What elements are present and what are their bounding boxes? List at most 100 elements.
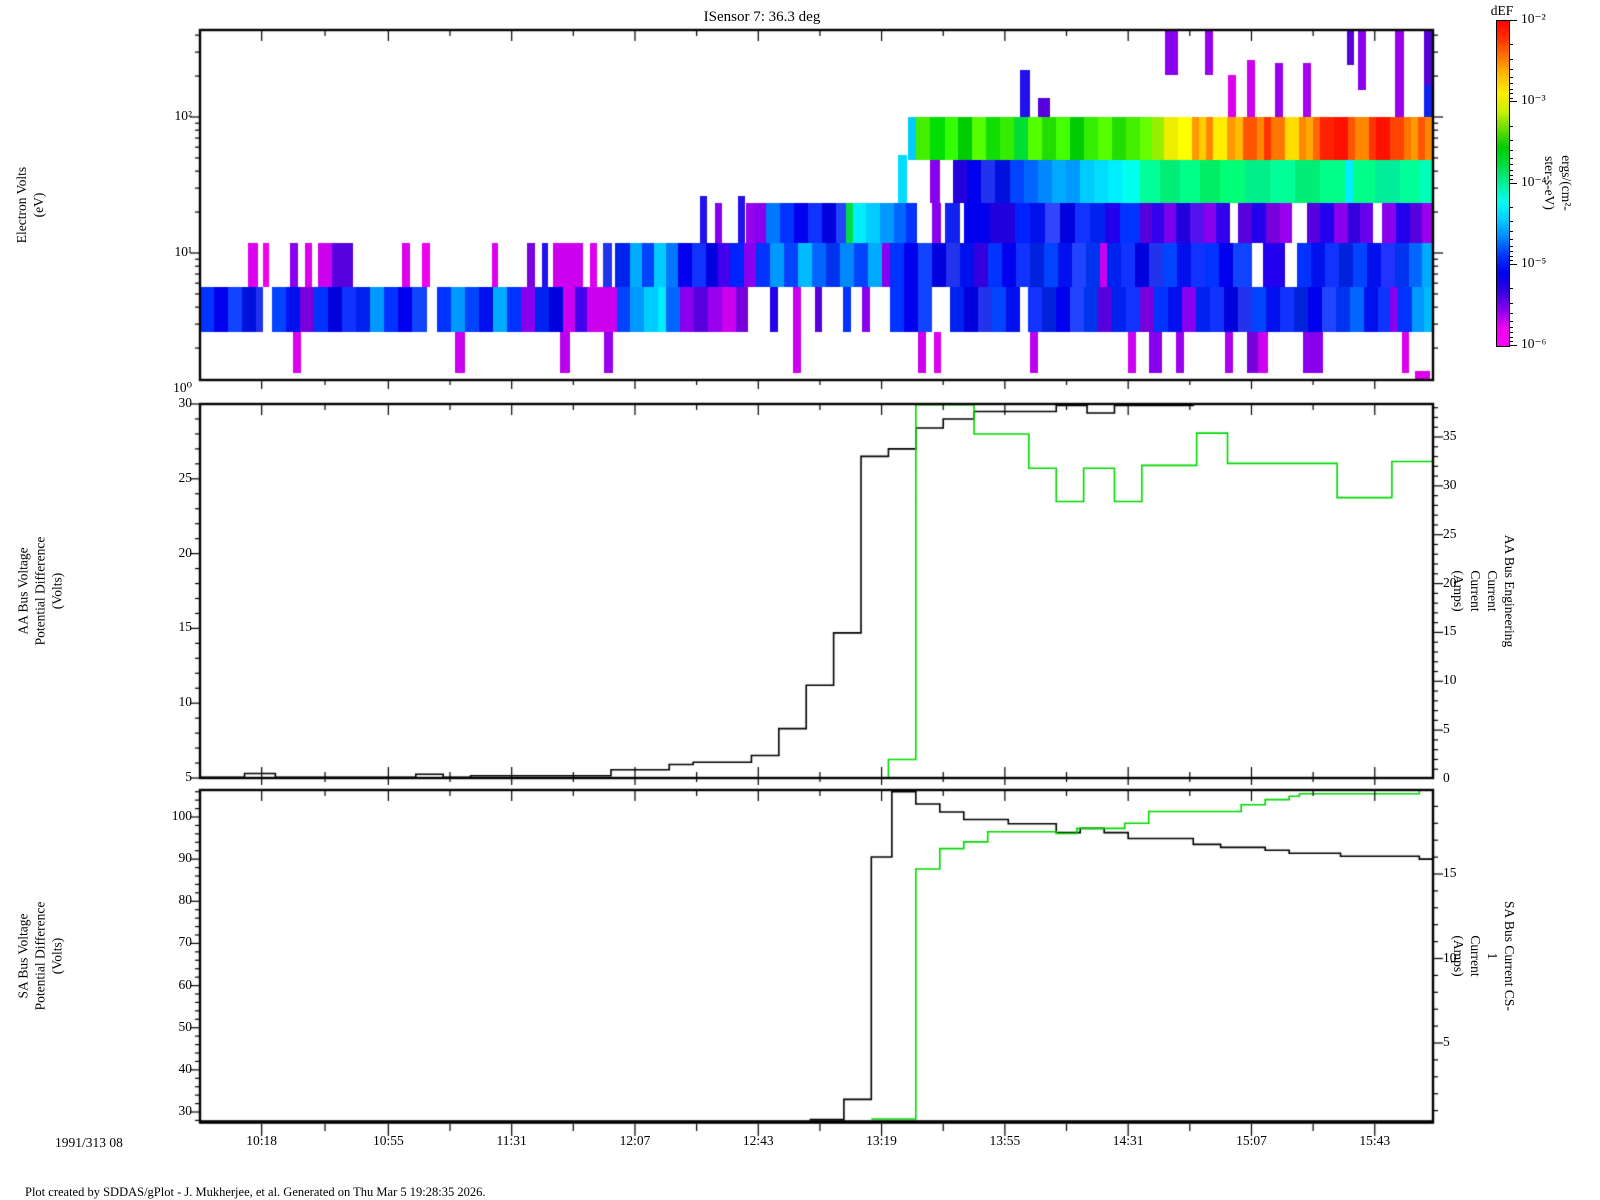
x-tick-label: 11:31 [496,1133,527,1148]
aa-left-tick-label: 5 [185,769,192,784]
spectro-y-tick-label: 10¹ [174,244,192,259]
axis-label-line: SA Bus Voltage [15,913,31,999]
sa-left-tick-label: 100 [171,808,192,823]
colorbar-minor-tick [1509,341,1513,343]
axis-label-line: Electron Volts [14,166,29,244]
axis-label-line: Current [1468,935,1483,977]
x-tick-label: 13:55 [989,1133,1021,1148]
axis-label-line: Current [1468,570,1483,612]
colorbar-tick-label: 10⁻² [1521,11,1546,26]
colorbar-major-tick [1509,263,1517,265]
x-tick-label: 12:43 [742,1133,774,1148]
colorbar-minor-tick [1509,97,1513,99]
sa-right-tick-label: 10 [1443,949,1457,965]
colorbar-minor-tick [1509,88,1513,90]
sa-left-tick-label: 40 [178,1060,193,1076]
axis-label-line: (Volts) [49,572,65,610]
sa-left-axis-label: SA Bus Voltage Potential Difference (Volts… [15,902,66,1011]
colorbar-minor-tick [1509,83,1513,85]
colorbar-minor-tick [1509,221,1513,223]
aa-left-axis-label: AA Bus Voltage Potential Difference (Volts… [15,537,66,646]
colorbar-minor-tick [1509,245,1513,247]
colorbar-minor-tick [1509,125,1513,127]
aa-right-tick-label: 15 [1443,623,1457,639]
axis-label-line: (Volts) [49,937,65,975]
aa-left-tick-label: 30 [178,395,193,410]
axis-label-line: Potential Difference [32,536,48,646]
sa-left-tick-label: 30 [178,1103,193,1118]
x-tick-label: 14:31 [1112,1133,1144,1148]
sa-right-axis-label: SA Bus Current CS-1 Current (Amps) [1450,898,1518,1014]
axis-label-line: Potential Difference [32,901,48,1011]
aa-right-tick-label: 20 [1443,574,1457,590]
colorbar-minor-tick [1509,169,1513,171]
aa-left-tick-label: 15 [178,619,193,635]
aa-left-tick-label: 25 [178,469,193,485]
colorbar-minor-tick [1509,58,1513,60]
aa-left-tick-label: 20 [178,544,193,560]
colorbar-minor-tick [1509,332,1513,334]
spectro-y-tick-label: 10² [174,108,192,123]
aa-left-tick-label: 10 [178,694,193,710]
colorbar-minor-tick [1509,255,1513,257]
x-tick-label: 15:43 [1359,1133,1391,1148]
sa-left-tick-label: 80 [178,892,193,908]
aa-right-axis-label: AA Bus Engineering Current Current (Amps) [1450,533,1518,649]
colorbar-minor-tick [1509,337,1513,339]
colorbar-tick-label: 10⁻⁶ [1521,336,1547,351]
colorbar-minor-tick [1509,44,1513,46]
colorbar-minor-tick [1509,206,1513,208]
sa-right-tick-label: 15 [1443,865,1457,880]
axis-label-line: SA Bus Current CS-1 [1485,901,1517,1011]
colorbar-title: dEF [1490,3,1514,18]
colorbar-minor-tick [1509,326,1513,328]
x-tick-label: 10:55 [372,1133,404,1148]
plot-title: ISensor 7: 36.3 deg [703,9,821,25]
colorbar-minor-tick [1509,68,1513,70]
colorbar-minor-tick [1509,140,1513,142]
colorbar-minor-tick [1509,158,1513,160]
date-label: 1991/313 08 [55,1135,123,1150]
colorbar-minor-tick [1509,178,1513,180]
spectro-y-axis-label: Electron Volts (eV) [13,167,47,243]
colorbar-major-tick [1509,182,1517,184]
colorbar-minor-tick [1509,76,1513,78]
colorbar-minor-tick [1509,231,1513,233]
colorbar-minor-tick [1509,150,1513,152]
x-tick-label: 13:19 [866,1133,897,1148]
axis-label-line: (eV) [31,192,46,218]
sa-left-tick-label: 70 [178,934,193,950]
colorbar-tick-label: 10⁻⁵ [1521,254,1547,270]
colorbar-minor-tick [1509,288,1513,290]
colorbar-major-tick [1509,20,1517,21]
colorbar-minor-tick [1509,320,1513,322]
sa-right-tick-label: 5 [1443,1034,1450,1049]
colorbar-minor-tick [1509,164,1513,166]
colorbar-minor-tick [1509,174,1513,176]
colorbar-major-tick [1509,101,1517,103]
x-tick-label: 10:18 [246,1133,278,1148]
colorbar-major-tick [1509,345,1517,346]
colorbar-minor-tick [1509,93,1513,95]
footer-credit: Plot created by SDDAS/gPlot - J. Mukherj… [25,1185,486,1199]
sa-left-tick-label: 50 [178,1018,193,1034]
colorbar-minor-tick [1509,302,1513,304]
aa-right-tick-label: 35 [1443,428,1457,443]
colorbar-tick-label: 10⁻³ [1521,92,1546,108]
colorbar-tick-label: 10⁻⁴ [1521,173,1547,189]
colorbar-minor-tick [1509,260,1513,262]
sa-left-tick-label: 60 [178,976,193,992]
spectro-y-tick-label: 10⁰ [173,380,192,395]
x-tick-label: 12:07 [619,1133,651,1148]
colorbar-minor-tick [1509,239,1513,241]
colorbar-minor-tick [1509,312,1513,314]
aa-right-tick-label: 25 [1443,525,1457,541]
colorbar-gradient [1496,20,1510,347]
axis-label-line: AA Bus Voltage [15,547,31,635]
aa-right-tick-label: 0 [1443,770,1450,785]
aa-right-tick-label: 5 [1443,721,1450,737]
axis-label-line: AA Bus Engineering Current [1485,534,1517,648]
x-tick-label: 15:07 [1236,1133,1267,1148]
